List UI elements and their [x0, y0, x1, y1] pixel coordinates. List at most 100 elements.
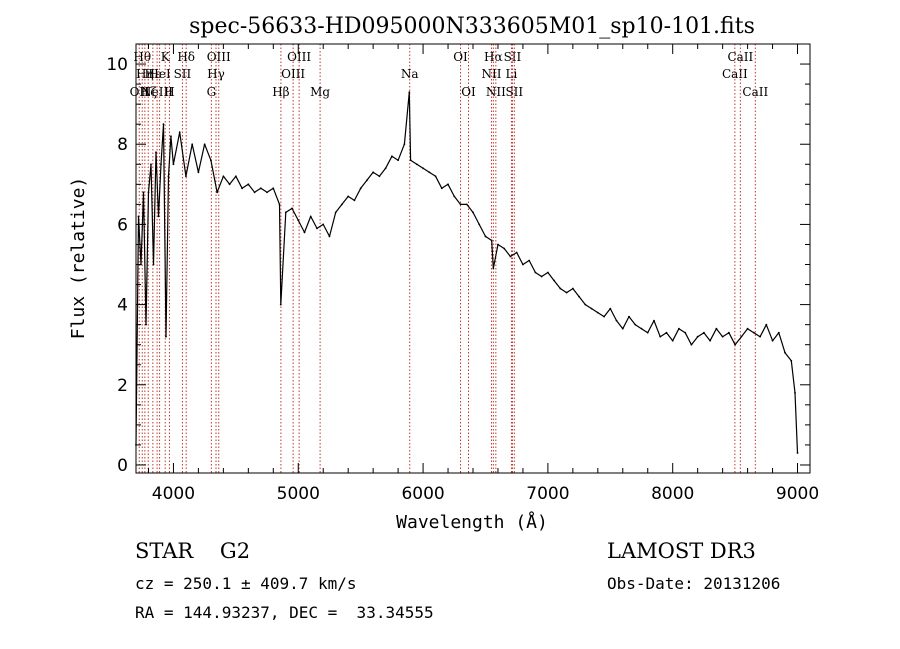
- y-axis: 0 2 4 6 8 10: [106, 43, 810, 476]
- spectral-line-label: Hθ: [133, 50, 151, 64]
- spectral-line-label: Hβ: [272, 85, 289, 99]
- y-tick-label: 4: [117, 296, 128, 316]
- spectrum-point: [759, 335, 761, 338]
- spectrum-point: [603, 315, 605, 318]
- spectrum-point: [440, 187, 443, 190]
- spectral-line-label: Hδ: [177, 50, 195, 64]
- spectrum-point: [234, 175, 237, 178]
- spectrum-point: [157, 215, 160, 218]
- spectrum-point: [752, 331, 755, 334]
- spectrum-point: [341, 203, 343, 206]
- y-axis-label: Flux (relative): [68, 177, 89, 340]
- spectrum-point: [434, 175, 437, 178]
- spectrum-point: [284, 211, 287, 214]
- spectral-line-label: CaII: [727, 50, 753, 64]
- spectrum-point: [178, 131, 181, 134]
- spectrum-point: [665, 331, 668, 334]
- spectrum-point: [291, 207, 293, 210]
- spectrum-point: [497, 243, 499, 246]
- spectrum-point: [309, 215, 312, 218]
- spectrum-point: [415, 163, 418, 166]
- spectrum-point: [671, 339, 674, 342]
- spectral-line-label: OII: [130, 85, 150, 99]
- spectrum-point: [155, 151, 157, 154]
- spectrum-point: [678, 327, 680, 330]
- series-layer: [135, 91, 799, 454]
- y-tick-label: 0: [117, 456, 128, 476]
- spectrum-point: [634, 323, 637, 326]
- spectrum-point: [459, 203, 462, 206]
- spectrum-point: [160, 163, 162, 166]
- y-tick-label: 10: [106, 55, 128, 75]
- spectrum-point: [259, 187, 262, 190]
- spectrum-point: [185, 175, 187, 178]
- spectrum-point: [640, 327, 643, 330]
- spectrum-point: [228, 183, 231, 186]
- spectral-line-label: NeIII: [141, 85, 173, 99]
- y-tick-label: 8: [117, 135, 128, 155]
- x-tick-label: 9000: [776, 484, 819, 504]
- spectrum-point: [596, 311, 599, 314]
- spectral-line-label: HeI: [148, 67, 171, 81]
- spectral-line-label: OIII: [207, 50, 231, 64]
- spectrum-point: [492, 267, 495, 270]
- spectrum-point: [696, 335, 699, 338]
- spectrum-point: [571, 287, 574, 290]
- spectrum-point: [709, 339, 712, 342]
- spectrum-point: [145, 323, 147, 326]
- object-class: STAR G2: [135, 539, 251, 563]
- spectrum-point: [509, 255, 512, 258]
- spectrum-point: [646, 331, 649, 334]
- spectral-line-label: OI: [453, 50, 468, 64]
- coordinates: RA = 144.93237, DEC = 33.34555: [135, 603, 434, 622]
- spectrum-point: [137, 215, 140, 218]
- spectral-line-label: G: [207, 85, 217, 99]
- spectrum-point: [378, 175, 381, 178]
- x-tick-label: 4000: [152, 484, 195, 504]
- spectrum-point: [266, 191, 268, 194]
- spectrum-point: [170, 135, 172, 138]
- spectral-line-label: Hγ: [207, 67, 225, 81]
- plot-frame: [135, 43, 811, 474]
- spectrum-point: [241, 187, 243, 190]
- spectrum-point: [553, 279, 556, 282]
- spectral-line-markers: OIIHθHηHζHεNeIIIHeIKHSIIHδGHγOIIIHβOIIIO…: [130, 44, 768, 473]
- spectrum-point: [397, 159, 400, 162]
- spectrum-point: [408, 91, 411, 94]
- spectrum-point: [390, 155, 393, 158]
- spectrum-point: [191, 143, 194, 146]
- spectrum-point: [465, 203, 468, 206]
- spectrum-point: [659, 335, 662, 338]
- spectrum-point: [503, 247, 506, 250]
- spectral-line-label: Hζ: [140, 85, 157, 99]
- spectrum-point: [796, 452, 799, 454]
- redshift-velocity: cz = 250.1 ± 409.7 km/s: [135, 574, 357, 593]
- spectrum-point: [490, 239, 493, 242]
- spectrum-point: [690, 343, 693, 346]
- spectrum-point: [428, 171, 431, 174]
- spectrum-point: [328, 235, 331, 238]
- y-tick-label: 6: [117, 215, 128, 235]
- spectral-line-label: K: [161, 50, 171, 64]
- spectrum-point: [209, 159, 212, 162]
- spectrum-point: [727, 331, 730, 334]
- spectrum-point: [162, 123, 165, 126]
- spectrum-point: [150, 163, 152, 166]
- spectrum-point: [765, 323, 768, 326]
- spectrum-point: [167, 175, 170, 178]
- spectrum-point: [565, 291, 568, 294]
- spectrum-point: [628, 315, 630, 318]
- spectral-line-label: Hη: [136, 67, 154, 81]
- spectrum-point: [347, 195, 350, 198]
- spectrum-point: [684, 331, 687, 334]
- spectrum-point: [203, 143, 206, 146]
- spectrum-point: [515, 251, 518, 254]
- spectrum-point: [609, 307, 612, 310]
- spectrum-point: [590, 307, 593, 310]
- spectrum-point: [353, 199, 356, 202]
- spectral-line-label: Li: [506, 67, 518, 81]
- spectrum-point: [771, 339, 774, 342]
- spectrum-point: [272, 187, 275, 190]
- spectrum-point: [372, 171, 375, 174]
- spectrum-point: [334, 211, 337, 214]
